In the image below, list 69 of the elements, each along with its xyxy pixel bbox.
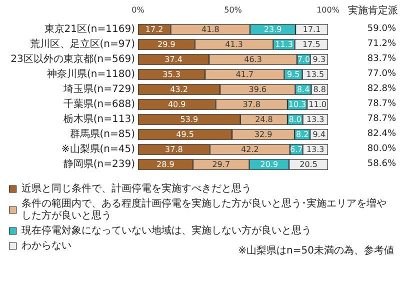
data-label: 41.8 [201,25,220,34]
data-label: 41.3 [225,40,243,49]
data-label: 49.5 [176,130,194,139]
data-label: 13.3 [306,115,324,124]
data-label: 8.0 [288,115,302,124]
data-label: 53.9 [180,115,198,124]
y-tick-label: 神奈川県(n=1180) [47,68,136,80]
text: 実施肯定派 [348,4,398,16]
y-tick-label: 埼玉県(n=729) [62,83,136,95]
data-label: 42.2 [241,145,259,154]
data-label: 17.2 [145,25,164,34]
y-tick-label: 23区以外の東京都(n=569) [10,53,136,65]
legend-label: わからない [21,240,72,252]
data-label: 13.3 [306,145,324,154]
data-label: 17.5 [302,40,320,49]
data-label: 10.3 [288,100,306,109]
y-tick-label: 静岡県(n=239) [63,158,136,170]
legend-label: 現在停電対象になっていない地域は、実施しない方が良いと思う [21,224,312,236]
data-label: 43.2 [170,85,188,94]
text: 71.2% [367,39,396,49]
x-tick-label: 100% [316,6,340,14]
text: 80.0% [367,144,396,154]
data-label: 39.6 [248,85,267,94]
y-tick-label: 荒川区、足立区(n=97) [30,38,136,50]
text: 78.7% [367,114,396,124]
data-label: 24.8 [255,115,273,124]
y-tick-label: 群馬県(n=85) [70,128,136,140]
y-tick-label: 栃木県(n=113) [63,113,136,125]
text: 78.7% [367,99,396,109]
data-label: 8.2 [296,130,309,139]
data-label: 8.4 [296,85,310,94]
text: 59.0% [367,24,396,34]
text: 82.8% [367,84,396,94]
data-label: 40.9 [168,100,186,109]
data-label: 28.9 [156,160,174,169]
data-label: 17.1 [302,25,321,34]
legend-label: 近県と同じ条件で、計画停電を実施すべきだと思う [21,182,252,194]
y-tick-label: 千葉県(n=688) [63,98,136,110]
data-label: 35.3 [162,70,180,79]
legend-label: 条件の範囲内で、ある程度計画停電を実施した方が良いと思う･実施エリアを増やした方が良いと思う [21,198,386,222]
data-label: 7.0 [297,55,310,64]
data-label: 9.3 [312,55,326,64]
data-label: 9.4 [312,130,326,139]
data-label: 37.4 [164,55,182,64]
data-label: 41.7 [236,70,254,79]
data-label: 9.5 [286,70,300,79]
data-label: 6.7 [290,145,303,154]
data-label: 37.8 [165,145,183,154]
y-tick-label: ※山梨県(n=45) [61,143,136,155]
data-label: 29.9 [158,40,176,49]
text: 77.0% [367,69,396,79]
data-label: 32.9 [254,130,272,139]
data-label: 37.8 [242,100,261,109]
text: 82.4% [367,129,396,139]
data-label: 23.9 [264,25,282,34]
text: ※山梨県はn=50未満の為、参考値 [238,244,394,256]
data-label: 8.8 [313,85,326,94]
data-label: 20.5 [300,160,318,169]
data-label: 11.0 [308,100,326,109]
data-label: 46.3 [244,55,262,64]
data-label: 11.3 [275,40,293,49]
x-tick-label: 0% [132,6,145,14]
y-tick-label: 東京21区(n=1169) [44,23,136,35]
data-label: 13.5 [306,70,324,79]
data-label: 20.9 [260,160,278,169]
data-label: 29.7 [212,160,230,169]
text: 58.6% [367,159,396,169]
text: 83.7% [367,54,396,64]
x-tick-label: 50% [224,6,242,14]
